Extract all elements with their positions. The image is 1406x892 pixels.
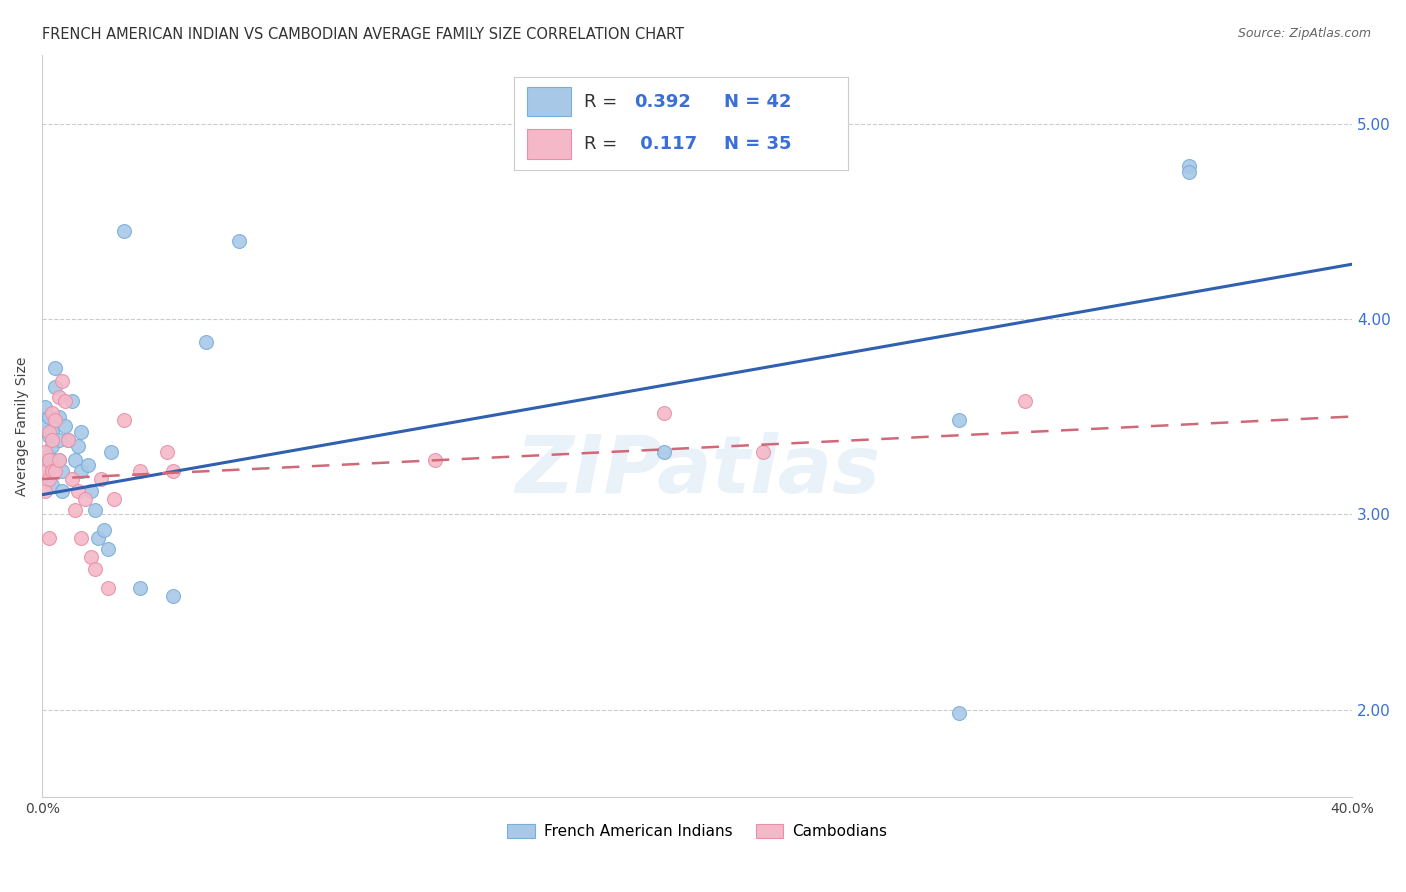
Point: [51, 375, 73, 389]
Point: [38, 531, 60, 545]
Point: [77, 458, 100, 473]
Point: [41, 439, 63, 453]
Point: [73, 491, 96, 506]
Point: [38, 409, 60, 424]
Point: [48, 433, 70, 447]
Point: [1014, 393, 1036, 408]
Point: [1177, 165, 1199, 179]
Point: [53, 419, 76, 434]
Point: [34, 419, 56, 434]
Point: [38, 452, 60, 467]
Point: [156, 444, 179, 458]
Point: [41, 433, 63, 447]
Point: [34, 464, 56, 478]
Point: [34, 483, 56, 498]
Point: [93, 523, 115, 537]
Point: [87, 531, 110, 545]
Point: [948, 413, 970, 427]
Point: [80, 483, 103, 498]
Point: [97, 542, 120, 557]
Point: [90, 472, 112, 486]
Point: [228, 234, 250, 248]
Point: [48, 409, 70, 424]
Point: [97, 582, 120, 596]
Point: [38, 449, 60, 463]
Point: [44, 413, 66, 427]
Text: ZIPatlas: ZIPatlas: [515, 432, 880, 510]
Y-axis label: Average Family Size: Average Family Size: [15, 357, 30, 496]
Point: [48, 452, 70, 467]
Point: [34, 444, 56, 458]
Point: [41, 464, 63, 478]
Point: [63, 503, 86, 517]
Point: [425, 452, 447, 467]
Point: [70, 464, 93, 478]
Point: [41, 406, 63, 420]
Point: [34, 452, 56, 467]
Point: [44, 380, 66, 394]
Point: [112, 224, 135, 238]
Point: [41, 478, 63, 492]
Point: [34, 400, 56, 414]
Point: [67, 483, 90, 498]
Point: [63, 452, 86, 467]
Point: [51, 464, 73, 478]
Point: [58, 433, 80, 447]
Point: [38, 468, 60, 483]
Point: [41, 464, 63, 478]
Point: [112, 413, 135, 427]
Point: [103, 491, 125, 506]
Point: [129, 464, 152, 478]
Point: [129, 582, 152, 596]
Text: Source: ZipAtlas.com: Source: ZipAtlas.com: [1237, 27, 1371, 40]
Point: [83, 503, 105, 517]
Point: [60, 393, 83, 408]
Point: [162, 589, 184, 603]
Point: [60, 472, 83, 486]
Point: [654, 406, 676, 420]
Point: [48, 452, 70, 467]
Point: [70, 531, 93, 545]
Point: [83, 562, 105, 576]
Point: [38, 425, 60, 439]
Point: [751, 444, 773, 458]
Point: [67, 439, 90, 453]
Point: [38, 472, 60, 486]
Point: [44, 464, 66, 478]
Point: [948, 706, 970, 721]
Point: [58, 433, 80, 447]
Point: [194, 335, 217, 350]
Point: [80, 550, 103, 565]
Legend: French American Indians, Cambodians: French American Indians, Cambodians: [501, 818, 893, 846]
Point: [38, 429, 60, 443]
Point: [1177, 160, 1199, 174]
Point: [654, 444, 676, 458]
Point: [70, 425, 93, 439]
Point: [51, 483, 73, 498]
Point: [48, 390, 70, 404]
Point: [162, 464, 184, 478]
Point: [100, 444, 122, 458]
Point: [53, 393, 76, 408]
Point: [44, 360, 66, 375]
Text: FRENCH AMERICAN INDIAN VS CAMBODIAN AVERAGE FAMILY SIZE CORRELATION CHART: FRENCH AMERICAN INDIAN VS CAMBODIAN AVER…: [42, 27, 685, 42]
Point: [41, 425, 63, 439]
